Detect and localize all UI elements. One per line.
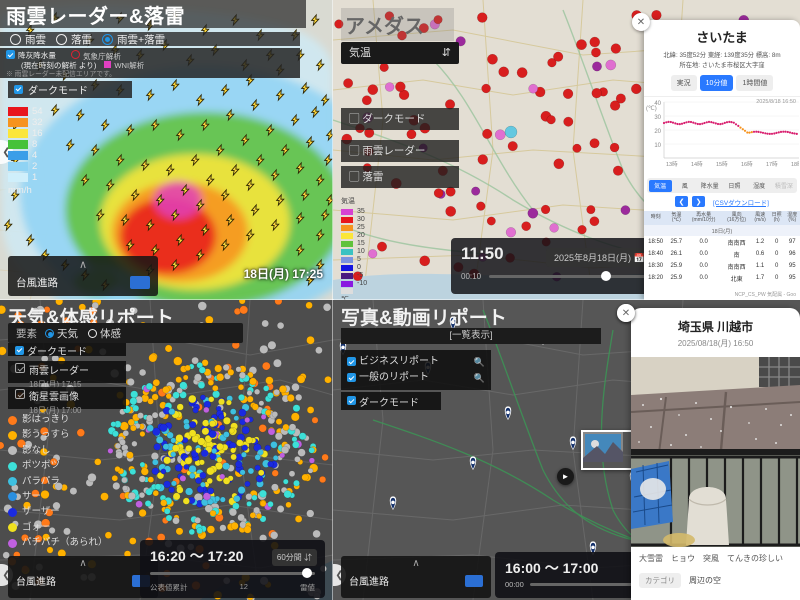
svg-text:10: 10 <box>654 143 661 149</box>
svg-text:17時: 17時 <box>766 160 778 168</box>
svg-text:30: 30 <box>654 115 661 121</box>
svg-text:15時: 15時 <box>716 160 728 168</box>
svg-text:20: 20 <box>654 129 661 135</box>
svg-text:18時: 18時 <box>791 160 799 168</box>
svg-text:16時: 16時 <box>741 160 753 168</box>
svg-text:14時: 14時 <box>691 160 703 168</box>
svg-text:13時: 13時 <box>666 160 678 168</box>
svg-text:(℃): (℃) <box>646 106 657 112</box>
